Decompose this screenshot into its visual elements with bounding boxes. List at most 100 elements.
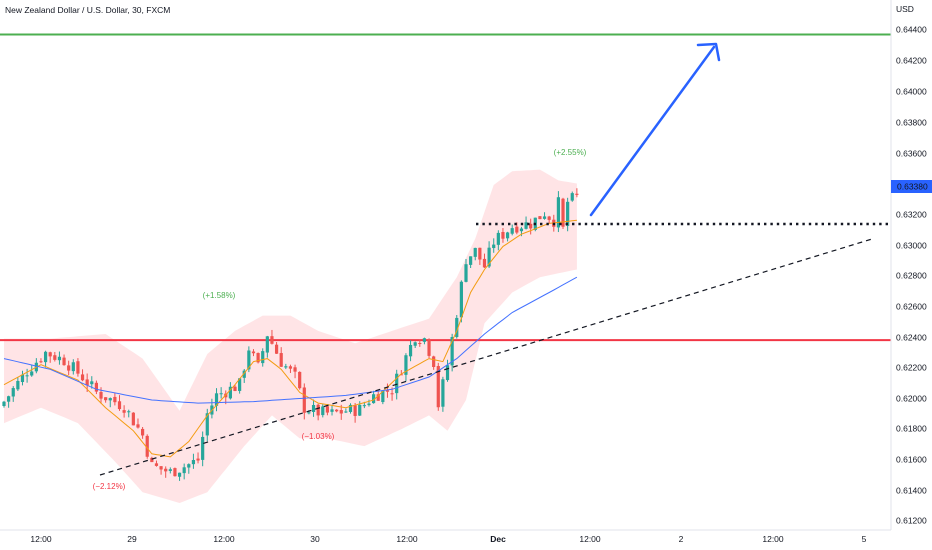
candle-body <box>261 351 265 364</box>
price-tick-label: 0.62800 <box>896 270 927 280</box>
chart-title: New Zealand Dollar / U.S. Dollar, 30, FX… <box>5 5 170 15</box>
candle <box>316 403 320 421</box>
price-tick-label: 0.62400 <box>896 332 927 342</box>
projection-arrow[interactable] <box>589 45 716 217</box>
candle-body <box>154 463 159 466</box>
candle <box>353 402 357 423</box>
candle-body <box>316 404 320 416</box>
candle-body <box>510 228 514 234</box>
candle <box>496 230 500 251</box>
candle <box>344 408 348 413</box>
candle <box>547 215 551 224</box>
time-axis-ticks[interactable]: 12:00 29 12:00 30 12:00 Dec 12:00 2 12:00 5 <box>30 534 866 544</box>
candle-body <box>418 343 422 345</box>
candle <box>104 397 108 403</box>
candle <box>298 371 302 390</box>
candle <box>76 358 80 377</box>
candle <box>413 341 417 348</box>
candle <box>284 363 288 370</box>
candle-body <box>164 468 168 472</box>
candle-body <box>464 264 468 282</box>
candle <box>71 359 75 375</box>
candle-body <box>307 412 311 414</box>
candle-body <box>228 386 232 399</box>
price-tick-label: 0.63000 <box>896 240 927 250</box>
candle-body <box>196 458 200 461</box>
candle-body <box>505 232 510 239</box>
candle-body <box>30 371 34 376</box>
candle-body <box>39 361 43 363</box>
candle <box>505 231 510 242</box>
candle <box>90 376 94 389</box>
candle <box>94 380 98 395</box>
candle <box>293 364 297 379</box>
candle <box>432 355 436 370</box>
chart-drawings[interactable] <box>99 42 888 476</box>
candle-body <box>459 281 463 318</box>
candle-body <box>445 365 450 381</box>
candle <box>251 349 256 357</box>
candle <box>325 405 329 416</box>
candle-body <box>168 469 172 471</box>
candle <box>510 224 514 236</box>
candle <box>335 409 339 413</box>
candle <box>348 403 353 414</box>
candle-body <box>344 411 348 413</box>
candle-body <box>127 411 131 413</box>
candle-body <box>150 457 154 463</box>
price-tick-label: 0.61200 <box>896 515 927 525</box>
candle-body <box>330 409 334 412</box>
candle-body <box>48 352 52 357</box>
candle <box>201 431 205 467</box>
candle-body <box>515 226 519 233</box>
candle <box>108 397 112 408</box>
price-axis-ticks[interactable]: 0.64400 0.64200 0.64000 0.63800 0.63600 0.632… <box>896 24 927 525</box>
candle-body <box>108 398 112 401</box>
candle-body <box>487 247 491 267</box>
last-price-tag: 0.63380 <box>891 180 932 193</box>
candle-body <box>427 339 431 356</box>
candle <box>205 408 209 442</box>
candle <box>381 390 385 405</box>
candle <box>515 222 519 235</box>
time-tick-label: 2 <box>679 534 684 544</box>
candle-body <box>311 404 316 412</box>
candle <box>478 247 482 265</box>
candle <box>43 350 48 368</box>
candle-body <box>131 412 135 426</box>
time-tick-label: 29 <box>127 534 137 544</box>
candle-body <box>173 468 177 477</box>
candle-body <box>293 367 297 372</box>
candle-body <box>469 256 473 265</box>
candle-body <box>432 356 436 367</box>
candle-body <box>547 216 551 220</box>
candle-body <box>372 394 376 404</box>
candle <box>524 216 528 230</box>
candle <box>265 335 269 358</box>
price-tick-label: 0.62600 <box>896 301 927 311</box>
candle <box>39 358 43 364</box>
candle-body <box>561 198 565 227</box>
price-tick-label: 0.61400 <box>896 485 927 495</box>
candle-body <box>376 394 380 401</box>
candle-body <box>67 365 71 371</box>
candle <box>131 412 135 426</box>
candle <box>274 341 279 354</box>
horizontal-levels[interactable] <box>0 33 891 342</box>
candle <box>422 337 427 345</box>
candle <box>501 228 505 243</box>
price-tick-label: 0.64200 <box>896 55 927 65</box>
time-tick-label: 12:00 <box>579 534 601 544</box>
time-tick-label: 12:00 <box>213 534 235 544</box>
candle-body <box>413 342 417 346</box>
time-tick-label: Dec <box>490 534 506 544</box>
candle <box>459 280 463 323</box>
price-axis-background <box>891 0 932 550</box>
candle <box>279 347 283 367</box>
time-tick-label: 12:00 <box>396 534 418 544</box>
candle <box>7 395 11 408</box>
candle <box>455 315 459 339</box>
candle-body <box>265 336 269 353</box>
candle <box>11 386 15 402</box>
